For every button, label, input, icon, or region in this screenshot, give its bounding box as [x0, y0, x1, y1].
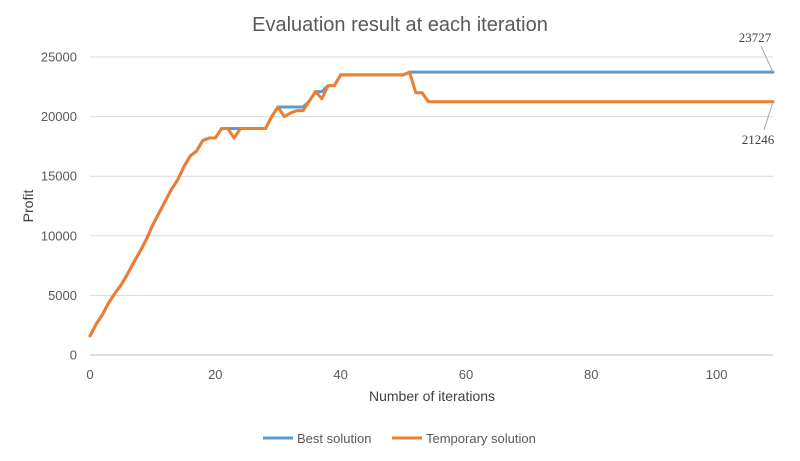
y-tick-label: 0: [70, 348, 77, 363]
y-tick-label: 20000: [41, 109, 77, 124]
grid-lines: [90, 56, 773, 356]
x-tick-label: 80: [584, 367, 598, 382]
callout-leader-line: [760, 45, 774, 73]
y-axis-ticks: 0 5000 10000 15000 20000 25000: [41, 50, 77, 363]
callouts: 23727 21246: [739, 30, 775, 147]
y-tick-label: 15000: [41, 169, 77, 184]
x-tick-label: 40: [333, 367, 347, 382]
x-tick-label: 60: [459, 367, 473, 382]
legend-label: Best solution: [297, 431, 371, 446]
legend-label: Temporary solution: [426, 431, 536, 446]
y-tick-label: 10000: [41, 228, 77, 243]
series-line-temporary-solution: [88, 70, 775, 338]
x-axis-ticks: 0 20 40 60 80 100: [86, 367, 727, 382]
y-axis-title: Profit: [20, 190, 36, 223]
callout-label: 21246: [742, 132, 775, 147]
series-line-best-solution: [88, 70, 775, 338]
x-tick-label: 0: [86, 367, 93, 382]
callout-leader-line: [763, 101, 774, 131]
y-tick-label: 5000: [48, 288, 77, 303]
legend: Best solution Temporary solution: [263, 431, 536, 446]
callout-label: 23727: [739, 30, 772, 45]
series-lines: [88, 70, 775, 338]
x-tick-label: 100: [706, 367, 728, 382]
x-axis-title: Number of iterations: [369, 388, 495, 404]
x-tick-label: 20: [208, 367, 222, 382]
y-tick-label: 25000: [41, 50, 77, 65]
chart-title: Evaluation result at each iteration: [252, 14, 548, 36]
